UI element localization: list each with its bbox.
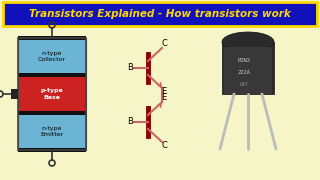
Ellipse shape <box>222 32 274 52</box>
Bar <box>18 36 86 40</box>
Text: B: B <box>127 64 133 73</box>
Text: n-type
Emitter: n-type Emitter <box>40 125 64 137</box>
Text: C: C <box>161 39 167 48</box>
Text: 222A: 222A <box>237 69 251 75</box>
Bar <box>18 148 86 152</box>
Text: E: E <box>161 93 167 102</box>
Bar <box>222 42 274 94</box>
Bar <box>11 89 18 99</box>
Bar <box>18 113 86 150</box>
Bar <box>18 73 86 77</box>
Text: G47: G47 <box>240 82 248 87</box>
Bar <box>224 47 272 94</box>
Bar <box>18 75 86 113</box>
Text: C: C <box>161 141 167 150</box>
Text: p-type
Base: p-type Base <box>41 88 63 100</box>
FancyBboxPatch shape <box>3 2 317 26</box>
Text: E: E <box>161 87 167 96</box>
Text: P2N2: P2N2 <box>237 57 251 62</box>
Text: n-type
Collector: n-type Collector <box>38 51 66 62</box>
Bar <box>18 38 86 150</box>
Bar <box>18 111 86 115</box>
Text: B: B <box>127 118 133 127</box>
Text: Transistors Explained - How transistors work: Transistors Explained - How transistors … <box>29 9 291 19</box>
Bar <box>18 38 86 75</box>
